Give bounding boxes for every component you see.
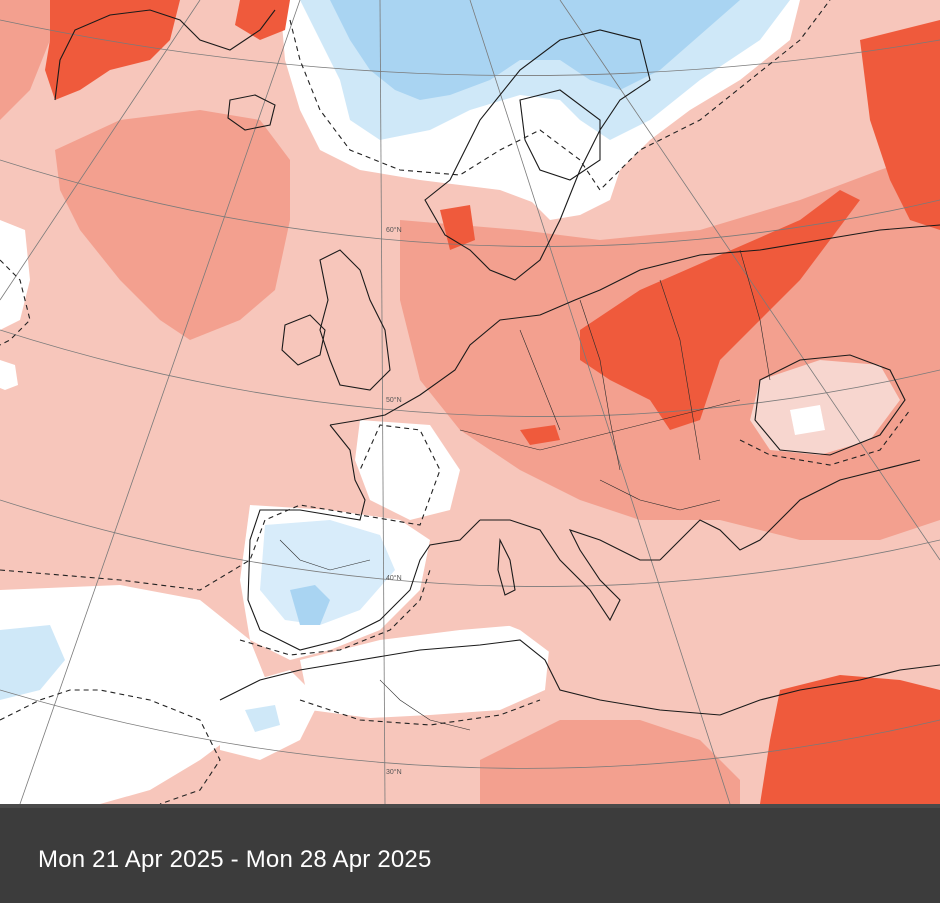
meridian-line-center — [379, 0, 386, 804]
date-range-caption-bar: Mon 21 Apr 2025 - Mon 28 Apr 2025 — [0, 804, 940, 903]
anomaly-neutral-france — [355, 420, 460, 520]
coast-balkans-turkey — [659, 459, 921, 561]
anomaly-slight-cool-southwest-atlantic — [0, 625, 65, 700]
coast-corsica-sardinia — [497, 537, 516, 596]
meridian-line-east-2 — [559, 0, 940, 561]
meridian-line-east-1 — [469, 0, 731, 804]
lat-label-40: 40°N — [386, 574, 402, 582]
lat-label-60: 60°N — [386, 226, 402, 234]
contour-france-atlantic — [0, 424, 441, 591]
map-canvas: 60°N 50°N 40°N 30°N — [0, 0, 940, 804]
coast-ireland — [281, 314, 326, 366]
coast-britain — [319, 249, 391, 391]
anomaly-slight-warm-mediterranean — [430, 540, 730, 720]
coast-italy — [480, 519, 660, 622]
contour-west-atlantic — [0, 259, 31, 346]
anomaly-neutral-southwest-atlantic — [0, 585, 270, 804]
border-poland-east — [579, 299, 621, 471]
anomaly-strong-warm-iceland — [235, 0, 290, 40]
anomaly-strong-warm-greenland — [45, 0, 180, 100]
border-ukraine-west — [659, 279, 701, 461]
coast-iceland — [227, 94, 276, 131]
border-central-europe-south — [459, 399, 741, 451]
anomaly-strong-warm-eastern-europe — [580, 190, 860, 430]
anomaly-warm-north-atlantic — [55, 110, 290, 340]
anomaly-strong-warm-middle-east — [760, 675, 940, 804]
contour-arctic — [289, 0, 831, 191]
border-algeria — [379, 679, 471, 731]
coast-north-europe — [329, 224, 940, 426]
anomaly-slight-cool-morocco — [245, 705, 280, 732]
contour-north-africa — [299, 699, 541, 726]
anomaly-warm-north-africa-east — [480, 720, 740, 804]
graticule-lines — [0, 0, 940, 804]
anomaly-neutral-scandinavia — [520, 130, 620, 220]
temperature-anomaly-map[interactable]: 60°N 50°N 40°N 30°N — [0, 0, 940, 804]
anomaly-cool-arctic — [330, 0, 740, 100]
coast-france-iberia — [247, 424, 481, 651]
anomaly-warm-greenland-edge — [0, 0, 60, 120]
meridian-line-west-2 — [0, 0, 201, 301]
latitude-line-50 — [0, 329, 940, 417]
coast-finland — [519, 89, 601, 181]
coast-greenland — [54, 9, 276, 101]
anomaly-neutral-black-sea — [790, 405, 825, 435]
anomaly-neutral-north-africa — [300, 625, 550, 718]
contour-black-sea — [739, 409, 911, 466]
country-borders — [279, 249, 771, 731]
contour-southwest — [0, 689, 221, 804]
anomaly-neutral-atlantic-spot — [0, 360, 18, 390]
latitude-line-60 — [0, 159, 940, 247]
lat-label-30: 30°N — [386, 768, 402, 776]
coastlines — [54, 9, 940, 716]
meridian-line-west-1 — [19, 0, 301, 804]
date-range-label: Mon 21 Apr 2025 - Mon 28 Apr 2025 — [38, 846, 432, 873]
lat-label-50: 50°N — [386, 396, 402, 404]
border-spain-portugal — [279, 539, 371, 571]
anomaly-strong-warm-alps — [520, 425, 560, 445]
zero-anomaly-contours — [0, 0, 911, 804]
coast-levant — [719, 664, 940, 716]
border-ukraine-east — [739, 249, 771, 381]
latitude-line-70 — [0, 19, 940, 76]
coast-north-africa — [219, 639, 721, 716]
anomaly-slight-black-sea — [750, 360, 900, 455]
latitude-line-40 — [0, 499, 940, 587]
latitude-line-30 — [0, 689, 940, 769]
border-germany-east — [519, 329, 561, 431]
anomaly-strong-warm-russia — [860, 20, 940, 230]
coast-black-sea — [754, 354, 906, 456]
contour-iberia-south — [239, 569, 431, 656]
border-balkans — [599, 479, 721, 511]
coast-scandinavia — [424, 29, 651, 281]
anomaly-strong-warm-norway — [440, 205, 475, 250]
anomaly-cool-iberia-spot — [290, 585, 330, 625]
